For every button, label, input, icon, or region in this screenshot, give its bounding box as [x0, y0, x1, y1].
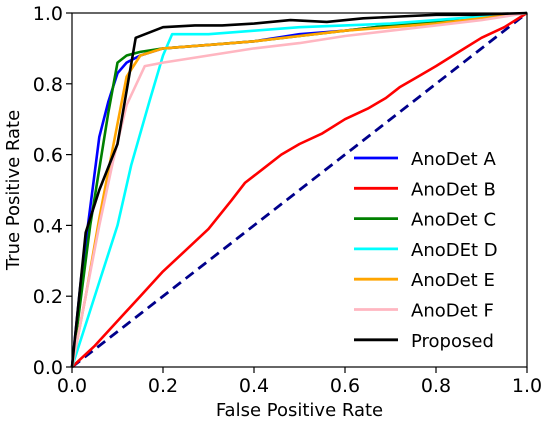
series-line-anodet-f: [70, 11, 528, 368]
series-line-proposed: [70, 11, 528, 368]
diagonal-reference-line: [71, 11, 528, 369]
y-tick-label: 0.8: [33, 74, 63, 96]
plot-frame: [71, 12, 528, 368]
x-tick-label: 0.0: [57, 375, 87, 397]
legend-label-anodet-e: AnoDet E: [411, 270, 495, 291]
y-tick-label: 0.4: [33, 215, 63, 237]
legend-label-anodet-d: AnoDEt D: [411, 240, 498, 261]
x-axis-label: False Positive Rate: [216, 400, 383, 421]
x-tick-label: 0.8: [421, 375, 451, 397]
legend-label-anodet-a: AnoDet A: [411, 149, 496, 170]
legend-label-anodet-c: AnoDet C: [411, 210, 496, 231]
x-tick-label: 0.2: [148, 375, 178, 397]
plot-area: [70, 11, 528, 369]
legend-label-proposed: Proposed: [411, 331, 494, 352]
axes: 0.0 0.2 0.4 0.6 0.8 1.0 0.0 0.2 0.4 0.6 0.8 1.0: [33, 3, 542, 397]
y-tick-label: 0.6: [33, 145, 63, 167]
y-tick-label: 0.0: [33, 357, 63, 379]
series-line-anodet-d: [70, 11, 528, 368]
legend: AnoDet A AnoDet B AnoDet C AnoDEt D AnoDet E…: [354, 149, 498, 352]
x-tick-label: 0.6: [330, 375, 360, 397]
legend-label-anodet-f: AnoDet F: [411, 301, 494, 322]
y-tick-label: 0.2: [33, 286, 63, 308]
legend-label-anodet-b: AnoDet B: [411, 179, 496, 200]
x-tick-label: 0.4: [239, 375, 269, 397]
series-line-anodet-e: [70, 11, 528, 368]
y-axis-label: True Positive Rate: [3, 110, 24, 271]
x-tick-label: 1.0: [512, 375, 542, 397]
series-line-anodet-b: [71, 11, 528, 368]
y-tick-label: 1.0: [33, 3, 63, 25]
